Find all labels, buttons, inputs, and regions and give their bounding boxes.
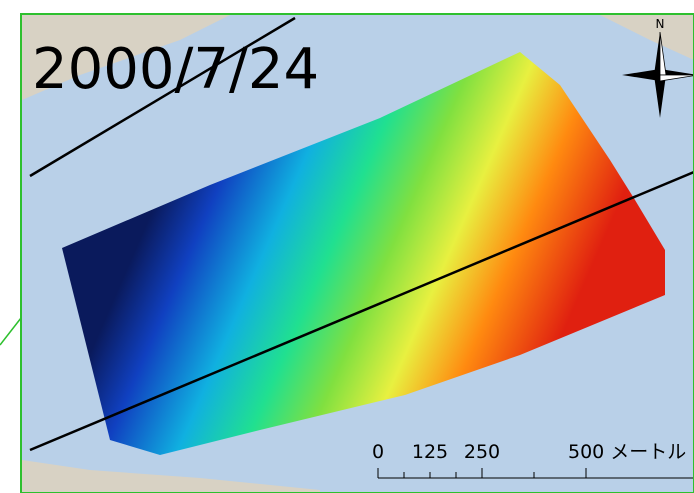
map-view: 2000/7/24 N 0 125 250 500 メートル	[0, 0, 694, 493]
scale-label: 0	[372, 441, 384, 463]
page: 2000/7/24 N 0 125 250 500 メートル (() => { …	[0, 0, 694, 493]
scale-label: 500 メートル	[568, 441, 686, 463]
leader-line	[0, 318, 21, 345]
date-label: 2000/7/24	[32, 37, 319, 102]
scale-label: 250	[464, 441, 500, 463]
map-canvas: 2000/7/24 N 0 125 250 500 メートル	[22, 15, 694, 493]
north-label: N	[656, 17, 665, 31]
scale-label: 125	[412, 441, 448, 463]
